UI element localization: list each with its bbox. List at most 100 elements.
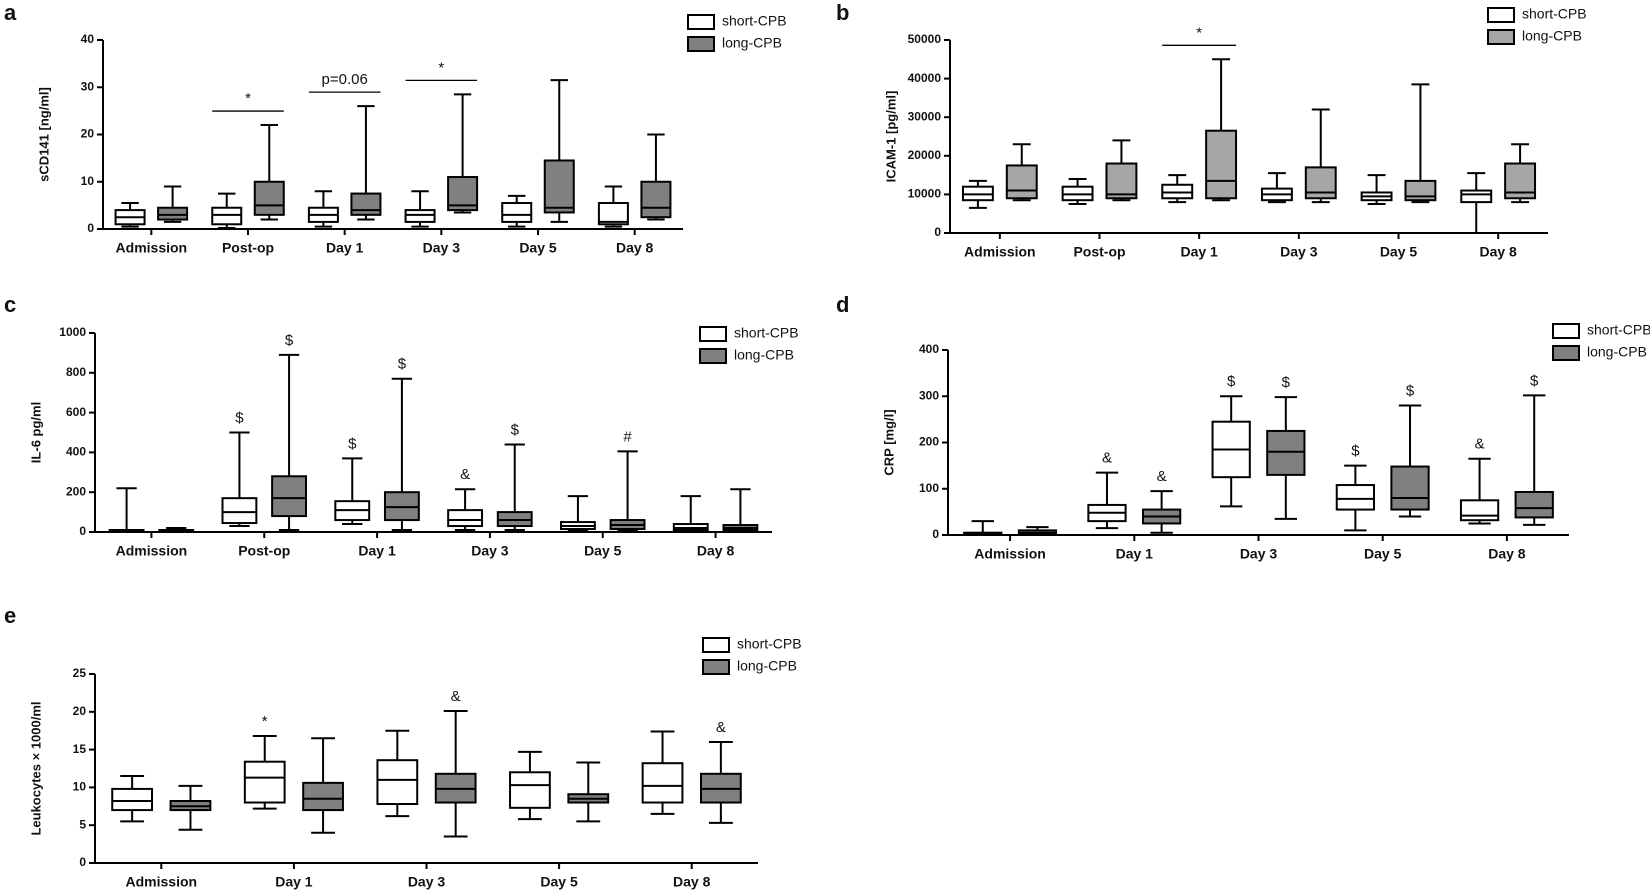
box	[1105, 162, 1138, 200]
x-tick-label: Day 8	[673, 874, 711, 890]
y-tick-label: 30000	[908, 109, 942, 123]
y-tick-label: 30	[81, 79, 95, 93]
y-axis-label: CRP [mg/l]	[881, 409, 896, 475]
box	[543, 159, 575, 214]
x-tick-label: Admission	[126, 874, 198, 890]
x-tick-label: Day 1	[358, 543, 396, 559]
bracket-annotation: p=0.06	[322, 71, 368, 88]
annotation: *	[262, 713, 268, 730]
legend-swatch	[687, 36, 715, 52]
box	[221, 497, 258, 525]
x-tick-label: Day 3	[423, 240, 461, 256]
box	[1390, 465, 1430, 511]
legend-swatch	[699, 348, 727, 364]
y-tick-label: 15	[73, 742, 87, 756]
annotation: $	[1227, 373, 1236, 390]
box	[447, 509, 484, 528]
y-tick-label: 600	[66, 405, 86, 419]
annotation: $	[348, 435, 357, 452]
y-tick-label: 20	[81, 127, 95, 141]
y-tick-label: 10	[73, 780, 87, 794]
legend-label: long-CPB	[737, 658, 797, 674]
annotation: $	[1406, 382, 1415, 399]
x-tick-label: Day 3	[408, 874, 446, 890]
annotation: &	[1475, 436, 1485, 453]
x-tick-label: Post-op	[1073, 244, 1125, 260]
legend-swatch	[702, 637, 730, 653]
box	[350, 192, 382, 216]
annotation: &	[1157, 468, 1167, 485]
annotation: $	[1351, 443, 1360, 460]
x-tick-label: Admission	[116, 543, 188, 559]
y-tick-label: 200	[919, 435, 939, 449]
y-tick-label: 100	[919, 481, 939, 495]
y-tick-label: 40	[81, 32, 95, 46]
box	[509, 771, 551, 809]
box	[1205, 129, 1238, 200]
box	[376, 759, 419, 806]
x-tick-label: Admission	[116, 240, 188, 256]
box	[1460, 189, 1493, 204]
x-tick-label: Admission	[974, 546, 1046, 562]
y-tick-label: 0	[932, 527, 939, 541]
y-tick-label: 800	[66, 365, 86, 379]
annotation: #	[623, 428, 632, 445]
legend-label: short-CPB	[1522, 6, 1587, 22]
legend-label: long-CPB	[1587, 344, 1647, 360]
legend-label: short-CPB	[722, 13, 787, 29]
x-tick-label: Day 5	[584, 543, 622, 559]
box	[640, 180, 672, 219]
x-tick-label: Day 1	[1180, 244, 1218, 260]
x-tick-label: Day 1	[1116, 546, 1154, 562]
y-tick-label: 10	[81, 174, 95, 188]
y-axis-label: sCD141 [ng/ml]	[36, 87, 51, 182]
x-tick-label: Day 3	[471, 543, 509, 559]
x-tick-label: Post-op	[238, 543, 290, 559]
x-tick-label: Day 5	[1364, 546, 1402, 562]
y-tick-label: 5	[79, 817, 86, 831]
bracket-annotation: *	[1196, 24, 1202, 41]
box	[1005, 164, 1038, 200]
legend-label: long-CPB	[722, 35, 782, 51]
x-tick-label: Day 5	[519, 240, 557, 256]
annotation: $	[1530, 372, 1539, 389]
y-tick-label: 0	[79, 524, 86, 538]
annotation: &	[716, 719, 726, 736]
x-tick-label: Day 8	[616, 240, 654, 256]
box	[501, 202, 533, 223]
annotation: $	[285, 332, 294, 349]
legend-swatch	[687, 14, 715, 30]
legend-swatch	[1487, 29, 1515, 45]
y-tick-label: 40000	[908, 71, 942, 85]
panel-letter: a	[4, 0, 17, 25]
box	[157, 206, 189, 221]
box	[302, 781, 344, 812]
annotation: $	[1282, 374, 1291, 391]
bracket-annotation: *	[245, 90, 251, 107]
box	[1459, 499, 1500, 522]
y-axis-label: ICAM-1 [pg/ml]	[883, 91, 898, 183]
legend-swatch	[699, 326, 727, 342]
legend-swatch	[1552, 323, 1580, 339]
panel-letter: e	[4, 603, 16, 628]
legend-swatch	[702, 659, 730, 675]
box	[1335, 484, 1376, 511]
annotation: $	[235, 409, 244, 426]
legend-label: short-CPB	[1587, 322, 1650, 338]
panel-letter: c	[4, 292, 16, 317]
annotation: &	[460, 466, 470, 483]
x-tick-label: Day 1	[326, 240, 364, 256]
y-tick-label: 300	[919, 388, 939, 402]
x-tick-label: Day 8	[1488, 546, 1526, 562]
box	[1304, 166, 1337, 200]
y-tick-label: 200	[66, 484, 86, 498]
y-tick-label: 50000	[908, 32, 942, 46]
x-tick-label: Admission	[964, 244, 1036, 260]
y-tick-label: 1000	[59, 325, 86, 339]
box	[1514, 490, 1554, 519]
y-tick-label: 25	[73, 666, 87, 680]
box	[211, 206, 243, 226]
y-tick-label: 0	[87, 221, 94, 235]
bracket-annotation: *	[438, 59, 444, 76]
